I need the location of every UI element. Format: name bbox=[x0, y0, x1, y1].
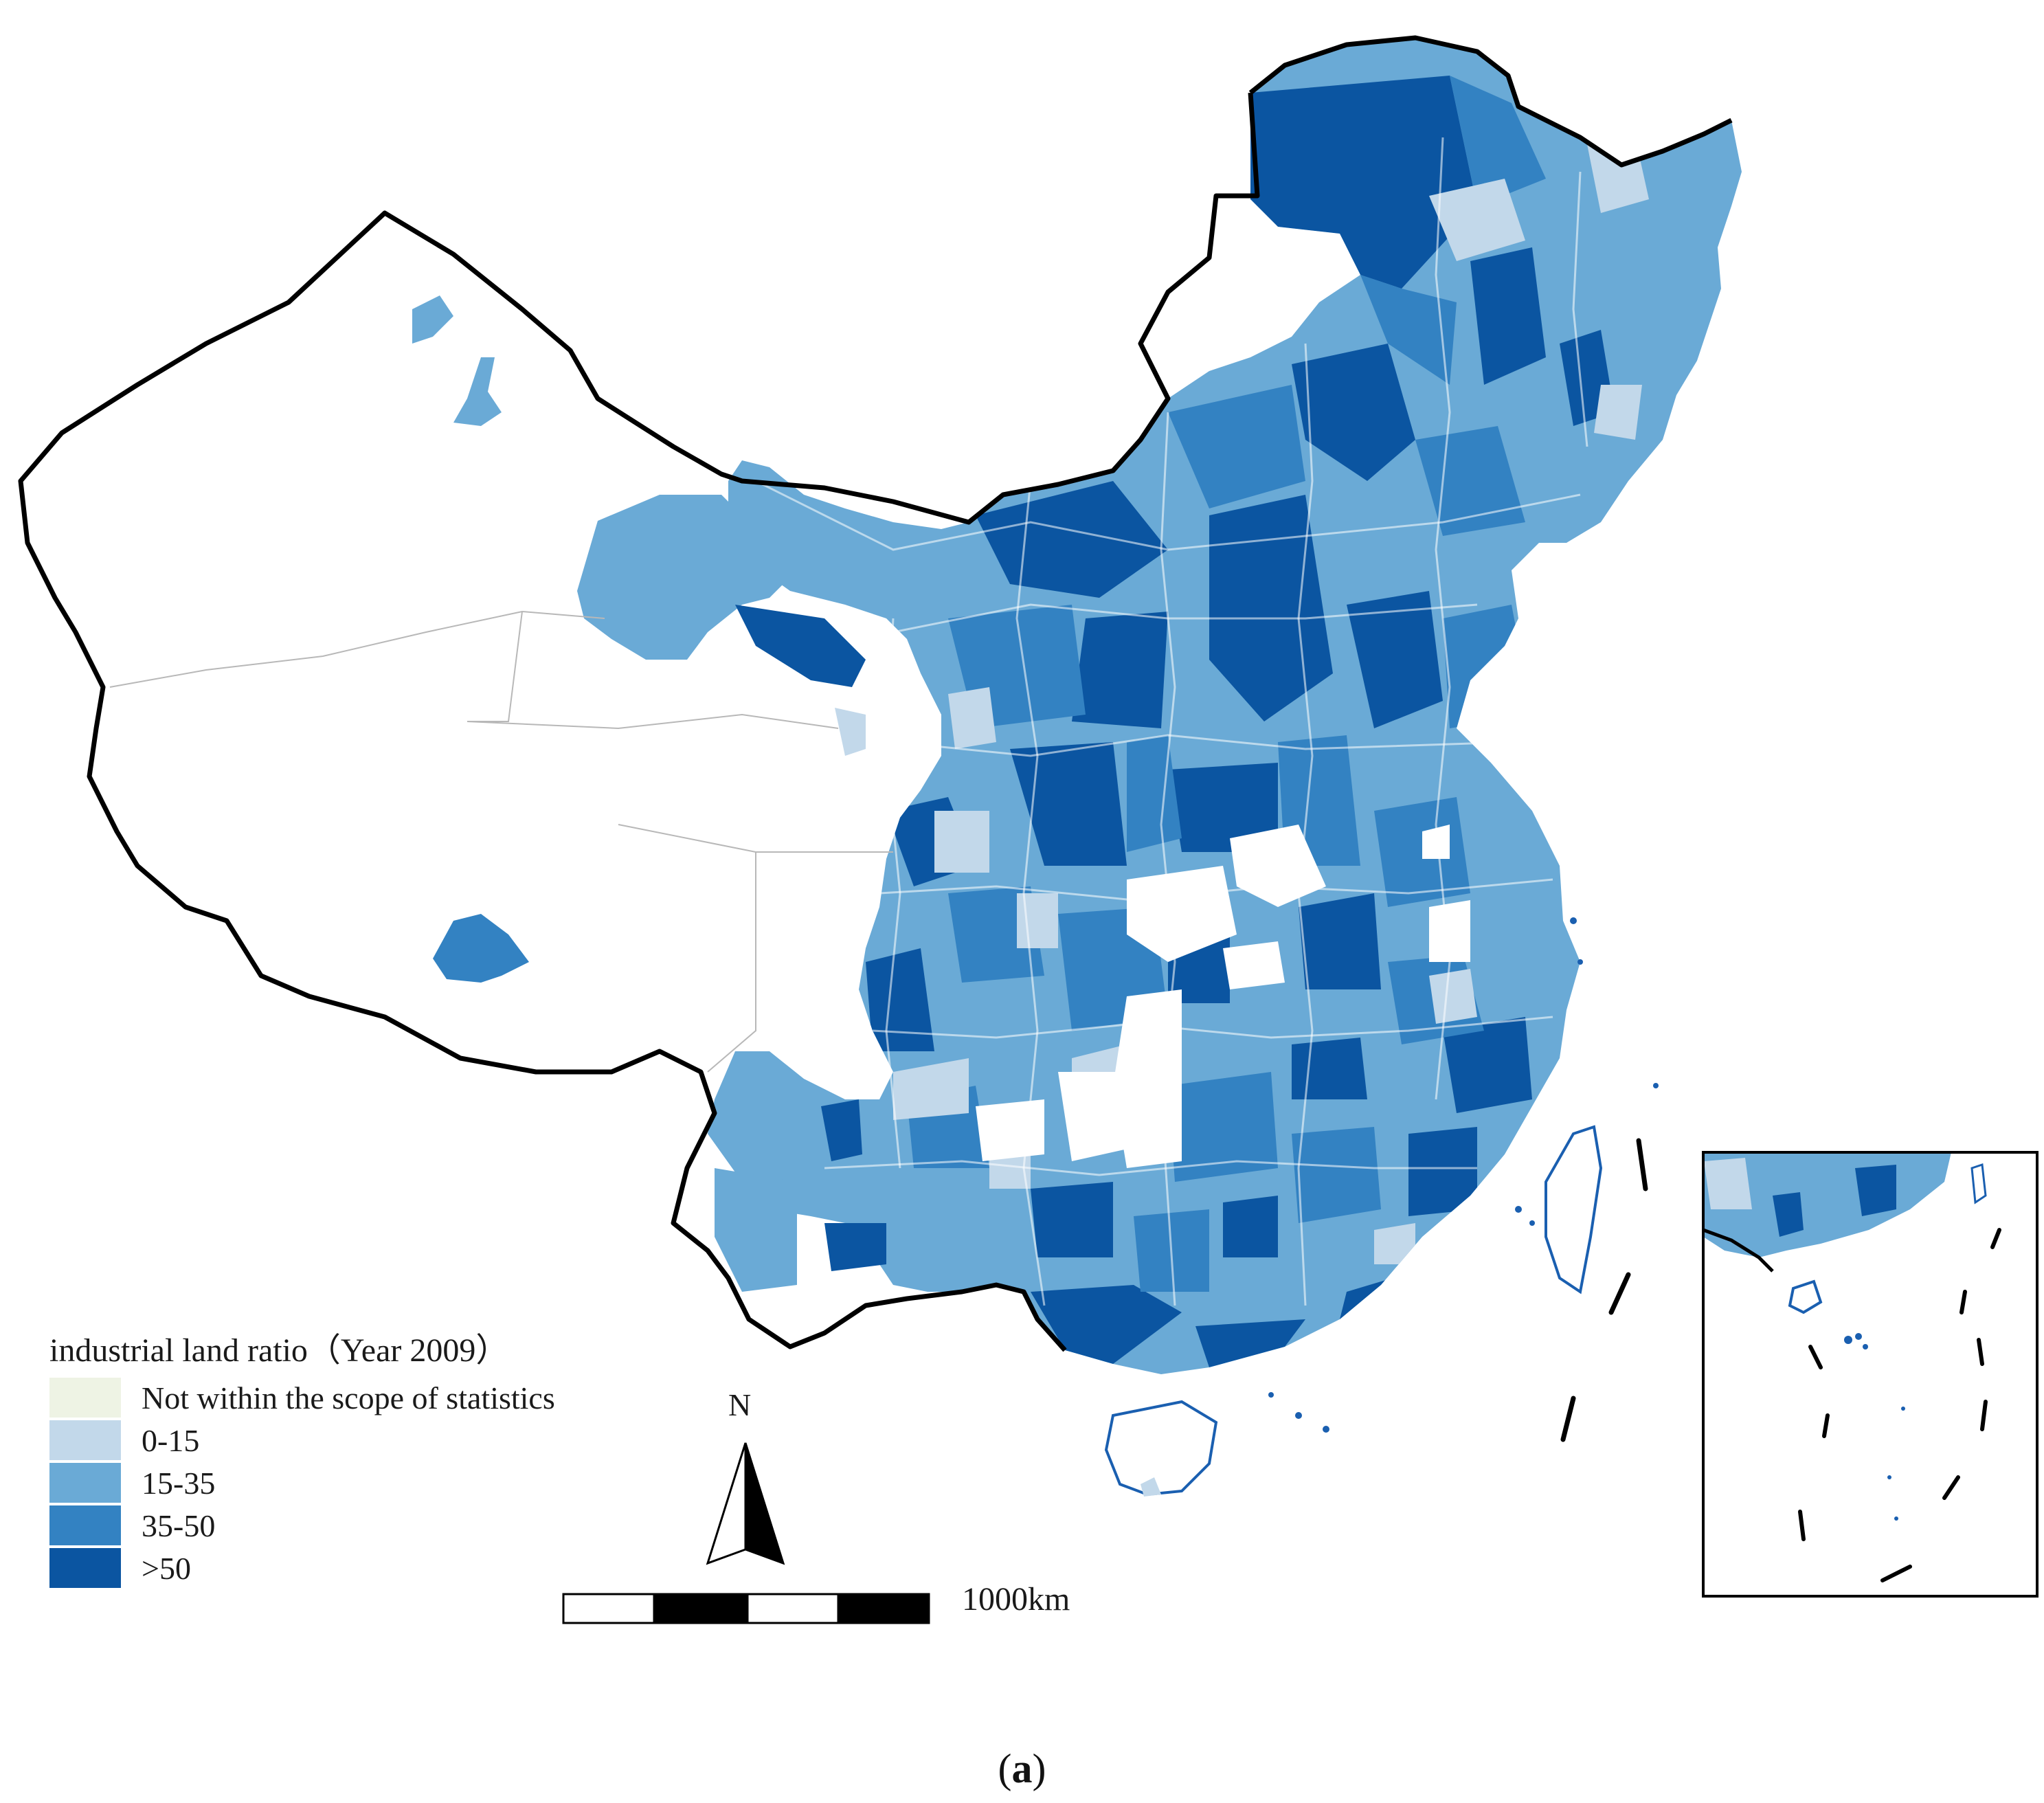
legend-label: 0-15 bbox=[142, 1422, 200, 1458]
legend-item-15-35: 15-35 bbox=[49, 1462, 555, 1504]
caption-close: ) bbox=[1032, 1746, 1046, 1791]
legend-item-0-15: 0-15 bbox=[49, 1419, 555, 1462]
nine-dash-line bbox=[1560, 1138, 1648, 1442]
legend-label: >50 bbox=[142, 1550, 191, 1586]
scale-label: 1000km bbox=[962, 1581, 1070, 1617]
legend-label: 15-35 bbox=[142, 1465, 216, 1501]
caption-open: ( bbox=[998, 1746, 1012, 1791]
west-patches bbox=[412, 295, 886, 1292]
caption-letter: a bbox=[1011, 1746, 1033, 1791]
legend-item-not-in-scope: Not within the scope of statistics bbox=[49, 1376, 555, 1419]
legend-item-over-50: >50 bbox=[49, 1547, 555, 1589]
coastal-islands bbox=[1268, 917, 1659, 1433]
legend-title: industrial land ratio（Year 2009） bbox=[49, 1332, 509, 1369]
scale-bar bbox=[562, 1593, 930, 1624]
legend-swatch bbox=[49, 1378, 121, 1418]
legend-swatch bbox=[49, 1420, 121, 1460]
legend-label: 35-50 bbox=[142, 1508, 216, 1543]
national-border bbox=[18, 35, 1733, 1352]
legend-swatch bbox=[49, 1505, 121, 1545]
figure-caption: (a) bbox=[0, 1745, 2044, 1793]
north-label: N bbox=[728, 1387, 752, 1422]
north-arrow-icon bbox=[706, 1442, 785, 1565]
hainan-island bbox=[1104, 1400, 1218, 1497]
legend-label: Not within the scope of statistics bbox=[142, 1380, 555, 1415]
legend-swatch bbox=[49, 1548, 121, 1588]
legend: industrial land ratio（Year 2009） Not wit… bbox=[49, 1323, 555, 1589]
taiwan-outline bbox=[1545, 1125, 1603, 1295]
legend-swatch bbox=[49, 1463, 121, 1503]
west-province-lines bbox=[109, 610, 893, 1073]
south-china-sea-inset bbox=[1702, 1151, 2039, 1598]
legend-item-35-50: 35-50 bbox=[49, 1504, 555, 1547]
